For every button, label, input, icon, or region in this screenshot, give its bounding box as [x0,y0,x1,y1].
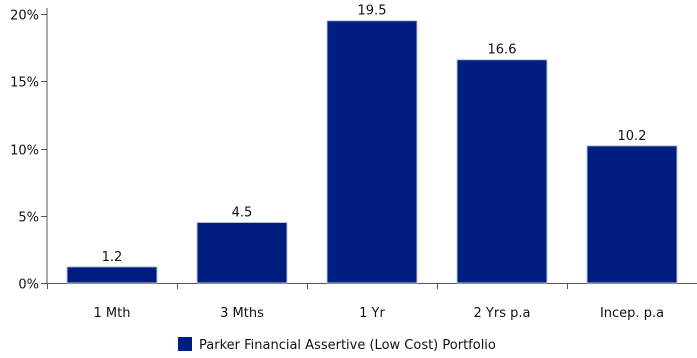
bar-incep-p-a [586,145,678,284]
y-tick-label: 5% [18,211,39,226]
y-axis: 0% 5% 10% 15% 20% [10,8,48,293]
y-tick-label: 10% [10,144,39,159]
bars: 1.2 4.5 19.5 16.6 10.2 [66,4,678,284]
x-tick-label: 3 Mths [220,306,264,321]
y-tick-label: 20% [10,9,39,24]
x-tick-label: 2 Yrs p.a [474,306,531,321]
bar-1-mth [66,266,158,284]
legend-label: Parker Financial Assertive (Low Cost) Po… [199,338,496,353]
bar-2-yrs-p-a [456,59,548,284]
data-label: 4.5 [232,205,253,220]
data-label: 1.2 [102,250,123,265]
x-tick-label: 1 Mth [94,306,131,321]
y-tick-label: 0% [18,278,39,293]
legend: Parker Financial Assertive (Low Cost) Po… [178,337,496,353]
x-axis: 1 Mth 3 Mths 1 Yr 2 Yrs p.a Incep. p.a [47,283,697,321]
x-tick-label: Incep. p.a [600,306,664,321]
bar-3-mths [196,221,288,284]
x-tick-label: 1 Yr [359,306,385,321]
data-label: 16.6 [488,43,517,58]
data-label: 10.2 [618,129,647,144]
bar-1-yr [326,20,418,284]
data-label: 19.5 [358,4,387,19]
legend-swatch [178,337,192,351]
y-tick-label: 15% [10,76,39,91]
